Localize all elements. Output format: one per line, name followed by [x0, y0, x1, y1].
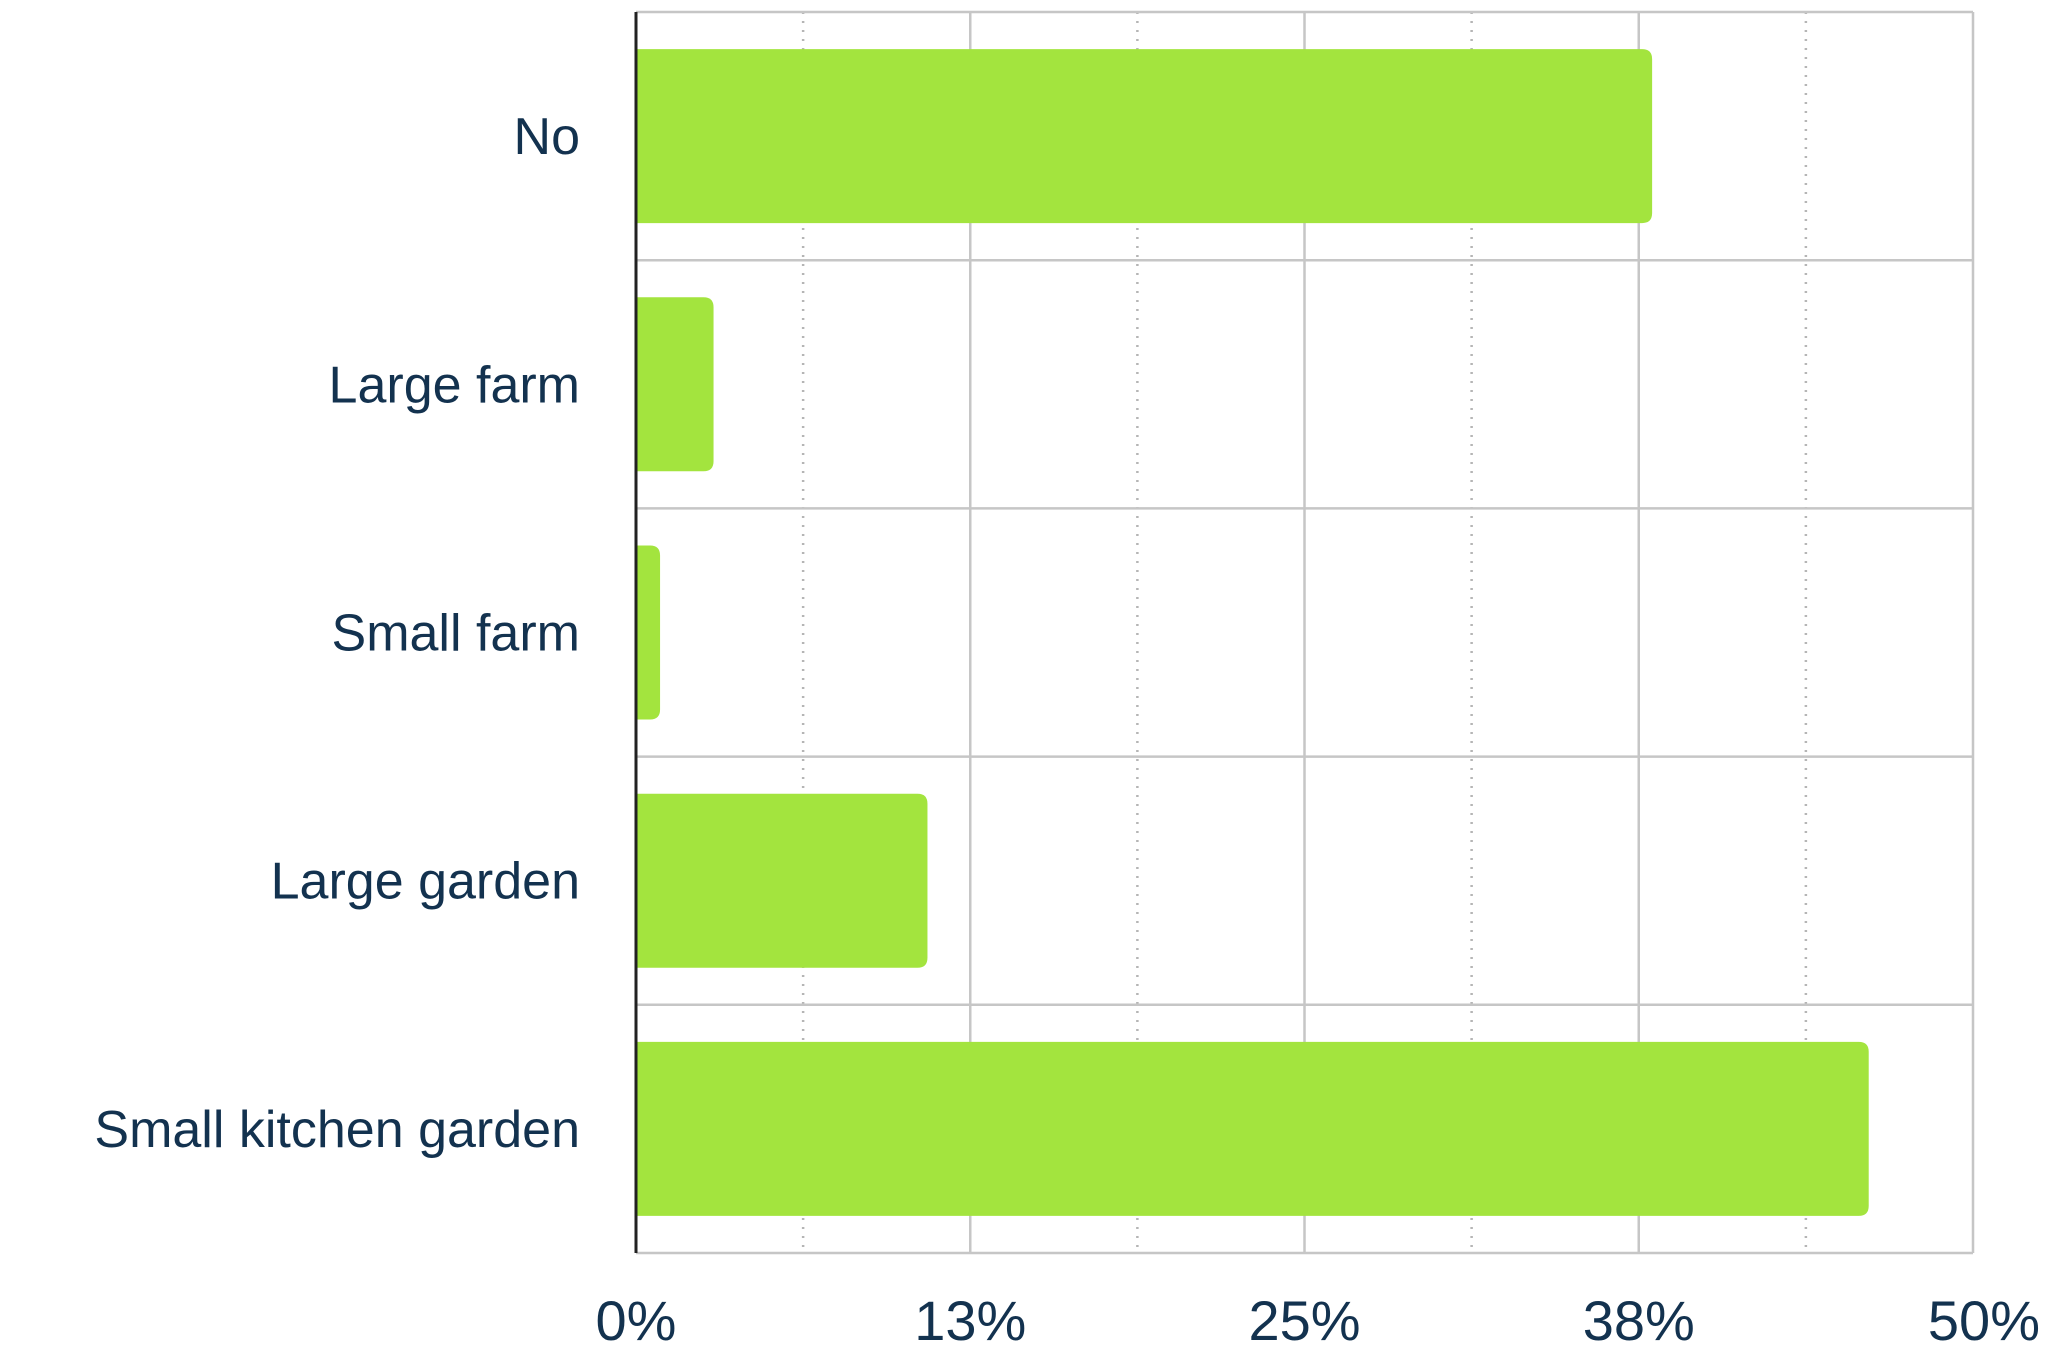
bar-large-farm	[636, 297, 714, 472]
category-label: Large garden	[271, 853, 580, 911]
x-tick-label: 38%	[1583, 1289, 1695, 1352]
category-label: Small farm	[332, 605, 580, 663]
category-labels: No Large farm Small farm Large garden Small …	[94, 108, 580, 1159]
category-label: Small kitchen garden	[94, 1101, 580, 1159]
x-tick-label: 13%	[914, 1289, 1026, 1352]
x-tick-label: 25%	[1248, 1289, 1360, 1352]
bar-large-garden	[636, 793, 928, 968]
x-tick-label: 50%	[1928, 1289, 2040, 1352]
bar-small-kitchen-garden	[636, 1041, 1869, 1216]
bar-small-farm	[636, 545, 661, 720]
x-tick-label: 0%	[596, 1289, 677, 1352]
category-label: Large farm	[329, 356, 580, 414]
bar-no	[636, 49, 1653, 224]
bars	[636, 49, 1869, 1216]
x-tick-labels: 0% 13% 25% 38% 50%	[596, 1289, 2040, 1352]
category-label: No	[514, 108, 580, 166]
